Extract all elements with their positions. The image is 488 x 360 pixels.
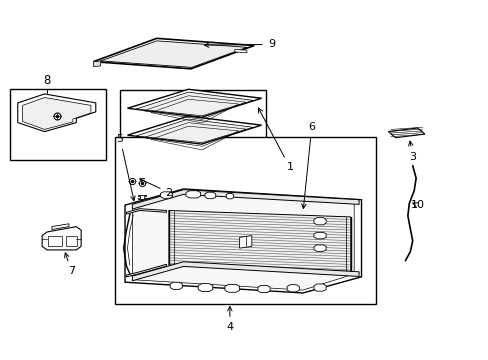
Text: 1: 1 (258, 108, 293, 172)
Polygon shape (239, 235, 251, 248)
Polygon shape (224, 284, 239, 292)
Polygon shape (93, 39, 254, 69)
Polygon shape (126, 264, 166, 277)
Bar (48, 235, 62, 246)
Polygon shape (257, 285, 269, 293)
Text: 3: 3 (408, 141, 415, 162)
Text: 2: 2 (140, 179, 172, 198)
Polygon shape (198, 284, 212, 292)
Polygon shape (160, 192, 172, 198)
Polygon shape (170, 282, 182, 289)
Polygon shape (132, 190, 358, 209)
Polygon shape (132, 262, 358, 281)
Polygon shape (226, 193, 233, 199)
Polygon shape (52, 224, 69, 229)
Polygon shape (42, 226, 81, 250)
Polygon shape (132, 193, 353, 290)
Polygon shape (93, 61, 101, 67)
Bar (10, 89, 105, 160)
Polygon shape (101, 41, 246, 67)
Polygon shape (286, 285, 299, 292)
Polygon shape (18, 94, 96, 132)
Polygon shape (168, 211, 350, 271)
Text: 5: 5 (117, 134, 135, 201)
Polygon shape (204, 192, 215, 199)
Polygon shape (136, 119, 253, 143)
Polygon shape (313, 218, 325, 225)
Text: 6: 6 (301, 122, 315, 208)
Polygon shape (127, 89, 261, 117)
Polygon shape (185, 191, 200, 198)
Text: 8: 8 (43, 75, 51, 87)
Polygon shape (127, 116, 261, 144)
Polygon shape (138, 195, 146, 199)
Polygon shape (313, 245, 325, 251)
Text: 9: 9 (204, 40, 274, 49)
Polygon shape (126, 209, 166, 214)
Polygon shape (234, 49, 246, 53)
Bar (120, 90, 266, 185)
Polygon shape (313, 232, 325, 239)
Polygon shape (387, 128, 424, 138)
Polygon shape (136, 92, 253, 116)
Text: 10: 10 (410, 200, 424, 210)
Polygon shape (22, 98, 91, 130)
Text: 7: 7 (64, 253, 75, 276)
Text: 4: 4 (226, 306, 233, 332)
Bar (115, 137, 375, 304)
Bar (66, 235, 77, 246)
Polygon shape (313, 284, 325, 291)
Polygon shape (125, 189, 361, 293)
